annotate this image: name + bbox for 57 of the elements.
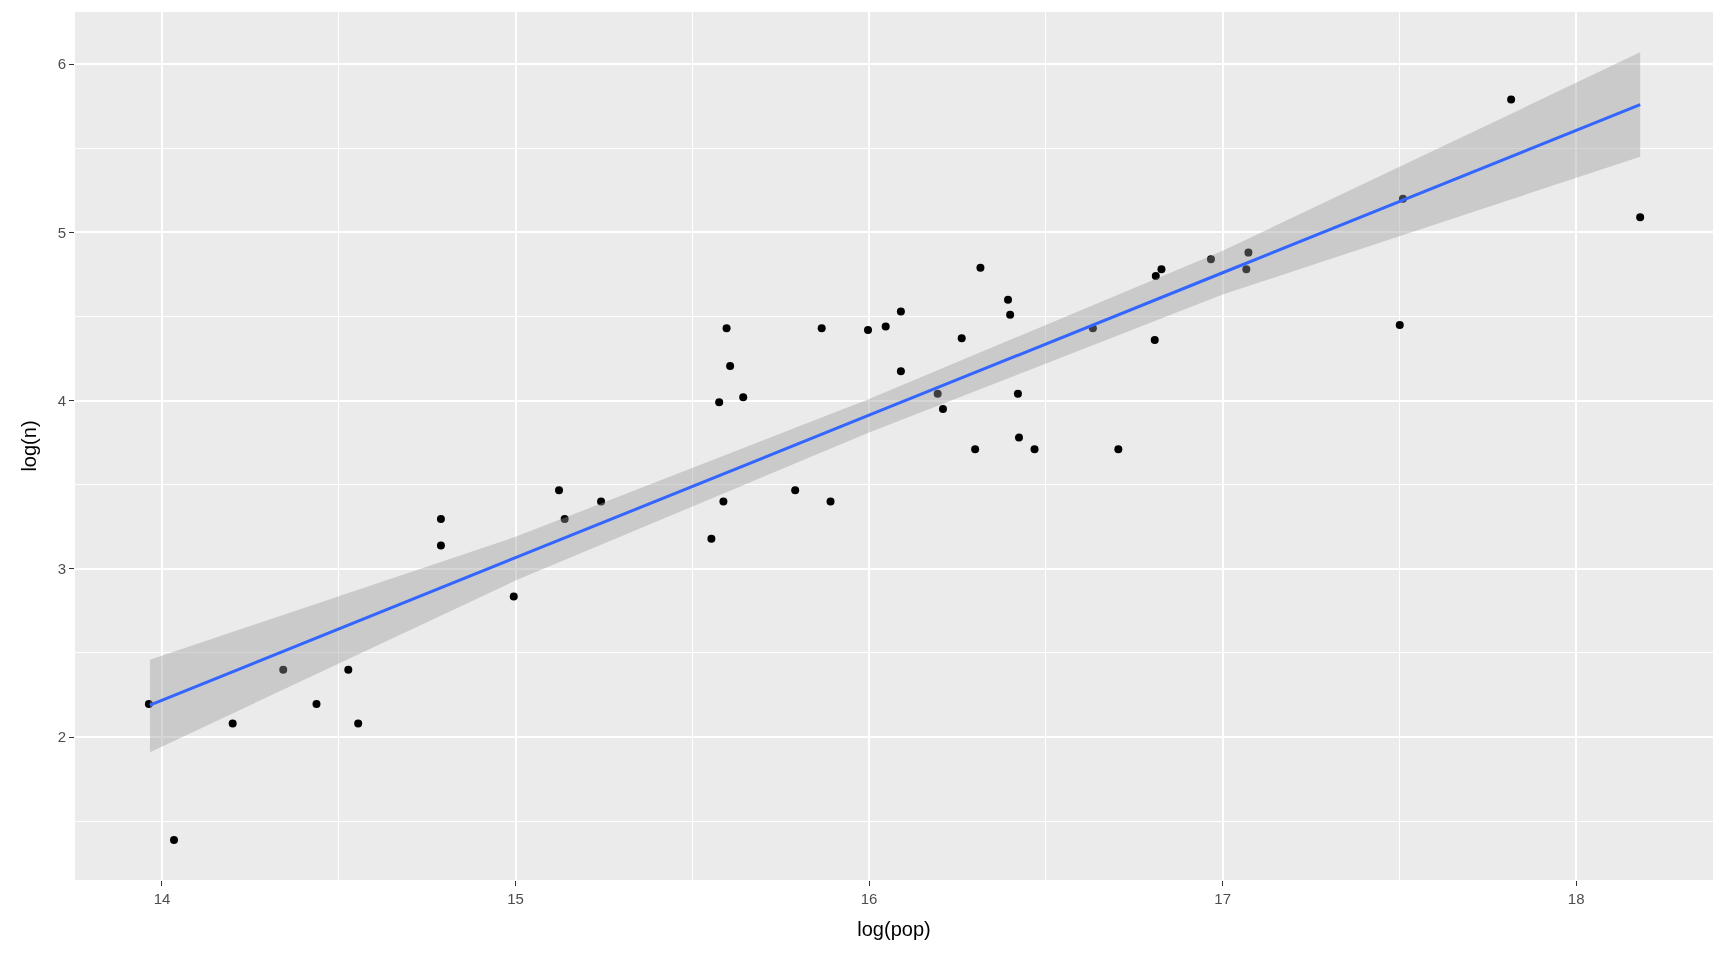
point xyxy=(896,367,905,376)
y-tick-label: 2 xyxy=(57,728,66,746)
point xyxy=(509,592,518,601)
point xyxy=(1395,320,1404,329)
x-tick-label: 15 xyxy=(507,890,524,907)
point xyxy=(555,486,564,495)
point xyxy=(597,497,606,506)
point xyxy=(933,389,942,398)
point xyxy=(1006,310,1015,319)
point xyxy=(896,307,905,316)
point xyxy=(739,393,748,402)
point xyxy=(715,398,724,407)
point xyxy=(1636,213,1645,222)
point xyxy=(1030,445,1039,454)
point xyxy=(1014,433,1023,442)
point xyxy=(707,534,716,543)
point xyxy=(312,699,321,708)
point xyxy=(436,541,445,550)
point xyxy=(436,515,445,524)
point xyxy=(726,362,735,371)
point xyxy=(1114,445,1123,454)
point xyxy=(957,334,966,343)
point xyxy=(817,324,826,333)
point xyxy=(1157,265,1166,274)
x-axis-title: log(pop) xyxy=(857,917,931,940)
y-tick-label: 3 xyxy=(57,560,66,578)
x-tick-label: 17 xyxy=(1214,890,1231,907)
x-tick-label: 18 xyxy=(1567,890,1585,907)
point xyxy=(1242,265,1251,274)
point xyxy=(169,835,178,844)
point xyxy=(826,497,835,506)
point xyxy=(279,665,288,674)
point xyxy=(1013,389,1022,398)
point xyxy=(354,719,363,728)
point xyxy=(881,322,890,331)
point xyxy=(1151,272,1160,281)
point xyxy=(560,515,569,524)
y-tick-label: 4 xyxy=(57,391,66,409)
point xyxy=(864,325,873,334)
point xyxy=(719,497,728,506)
point xyxy=(938,404,947,413)
y-tick-label: 6 xyxy=(57,55,66,73)
y-axis-title: log(n) xyxy=(18,420,41,472)
point xyxy=(976,263,985,272)
point xyxy=(791,486,800,495)
x-tick-label: 16 xyxy=(860,890,878,907)
point xyxy=(228,719,237,728)
x-tick-label: 14 xyxy=(153,890,171,907)
point xyxy=(1004,295,1013,304)
point xyxy=(1507,95,1516,104)
point xyxy=(971,445,980,454)
point xyxy=(1206,255,1215,264)
point xyxy=(1244,248,1253,257)
y-tick-label: 5 xyxy=(57,223,66,241)
point xyxy=(344,665,353,674)
point xyxy=(1150,336,1159,345)
point xyxy=(722,324,731,333)
